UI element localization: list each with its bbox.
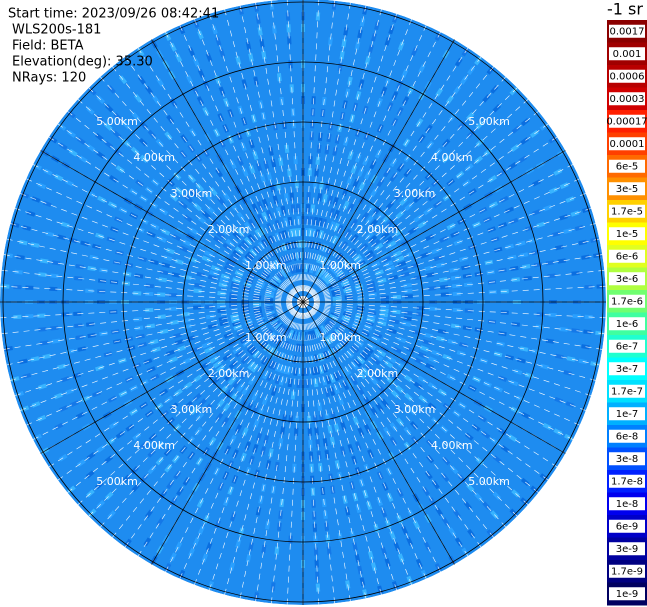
range-label: 3.00km xyxy=(394,187,436,200)
label-bg xyxy=(609,24,645,38)
range-label: 2.00km xyxy=(357,223,399,236)
label-bg xyxy=(609,542,645,556)
range-labels: 1.00km 1.00km 1.00km 1.00km 2.00km 2.00km 2.00… xyxy=(96,115,510,488)
colorbar-label: 0.0017 xyxy=(610,26,645,37)
label-bg xyxy=(609,182,645,196)
colorbar-label: 1e-5 xyxy=(616,229,639,240)
label-bg xyxy=(609,137,645,151)
label-bg xyxy=(609,159,645,173)
colorbar-label: 1.7e-7 xyxy=(611,386,643,397)
colorbar-label: 0.00017 xyxy=(606,116,647,127)
colorbar-label: 0.0006 xyxy=(610,71,645,82)
colorbar-label: 3e-9 xyxy=(616,544,639,555)
label-bg xyxy=(609,114,645,128)
range-rings xyxy=(0,0,606,605)
header: Start time: 2023/09/26 08:42:41 WLS200s-… xyxy=(8,7,219,86)
colorbar-label: 1.7e-8 xyxy=(611,476,643,487)
label-bg xyxy=(609,92,645,106)
colorbar-unit: -1 sr xyxy=(607,0,643,19)
colorbar-label: 1.7e-9 xyxy=(611,566,643,577)
range-label: 2.00km xyxy=(208,367,250,380)
range-label: 5.00km xyxy=(96,475,138,488)
range-label: 2.00km xyxy=(208,223,250,236)
spoke xyxy=(302,301,455,565)
label-bg xyxy=(609,384,645,398)
colorbar-label: 1e-7 xyxy=(616,409,639,420)
start-time: Start time: 2023/09/26 08:42:41 xyxy=(8,7,219,22)
range-label: 4.00km xyxy=(431,151,473,164)
label-bg xyxy=(609,227,645,241)
range-label: 5.00km xyxy=(468,475,510,488)
colorbar-label: 0.0001 xyxy=(610,139,645,150)
range-label: 3.00km xyxy=(171,187,213,200)
spoke xyxy=(302,301,566,454)
label-bg xyxy=(609,317,645,331)
label-bg xyxy=(609,497,645,511)
colorbar-label: 3e-5 xyxy=(616,184,639,195)
label-bg xyxy=(609,362,645,376)
range-label: 1.00km xyxy=(245,331,287,344)
label-bg xyxy=(609,294,645,308)
range-label: 4.00km xyxy=(133,151,175,164)
spoke xyxy=(40,150,304,303)
label-bg xyxy=(609,452,645,466)
colorbar-label: 6e-6 xyxy=(616,251,639,262)
colorbar-label: 1.7e-5 xyxy=(611,206,643,217)
colorbar-label: 6e-7 xyxy=(616,341,639,352)
colorbar: 0.0017 0.001 0.0006 0.0003 0.00017 0.0001 6e-5… xyxy=(606,20,647,606)
colorbar-label: 1e-6 xyxy=(616,319,639,330)
label-bg xyxy=(609,339,645,353)
spoke xyxy=(40,301,304,454)
colorbar-label: 3e-8 xyxy=(616,454,639,465)
elevation: Elevation(deg): 35.30 xyxy=(12,55,153,70)
colorbar-label: 3e-6 xyxy=(616,274,639,285)
label-bg xyxy=(609,587,645,601)
colorbar-label: 6e-5 xyxy=(616,161,639,172)
nrays: NRays: 120 xyxy=(12,71,86,86)
range-label: 5.00km xyxy=(468,115,510,128)
range-label: 1.00km xyxy=(319,259,361,272)
range-label: 4.00km xyxy=(431,439,473,452)
label-bg xyxy=(609,272,645,286)
colorbar-label: 3e-7 xyxy=(616,364,639,375)
label-bg xyxy=(609,564,645,578)
label-bg xyxy=(609,474,645,488)
range-label: 3.00km xyxy=(394,403,436,416)
label-bg xyxy=(609,47,645,61)
instrument: WLS200s-181 xyxy=(12,23,101,38)
colorbar-label: 1e-8 xyxy=(616,499,639,510)
colorbar-label: 6e-9 xyxy=(616,521,639,532)
field: Field: BETA xyxy=(12,39,84,54)
range-label: 3.00km xyxy=(171,403,213,416)
range-label: 2.00km xyxy=(357,367,399,380)
spoke xyxy=(302,39,455,303)
range-label: 4.00km xyxy=(133,439,175,452)
colorbar-label: 0.0003 xyxy=(610,94,645,105)
colorbar-label: 1.7e-6 xyxy=(611,296,643,307)
colorbar-label: 6e-8 xyxy=(616,431,639,442)
colorbar-label: 1e-9 xyxy=(616,589,639,600)
spoke xyxy=(151,39,304,303)
label-bg xyxy=(609,519,645,533)
label-bg xyxy=(609,429,645,443)
label-bg xyxy=(609,249,645,263)
range-label: 5.00km xyxy=(96,115,138,128)
spoke xyxy=(151,301,304,565)
spoke xyxy=(302,150,566,303)
label-bg xyxy=(609,407,645,421)
range-label: 1.00km xyxy=(319,331,361,344)
label-bg xyxy=(609,69,645,83)
label-bg xyxy=(609,204,645,218)
range-label: 1.00km xyxy=(245,259,287,272)
colorbar-label: 0.001 xyxy=(613,49,642,60)
